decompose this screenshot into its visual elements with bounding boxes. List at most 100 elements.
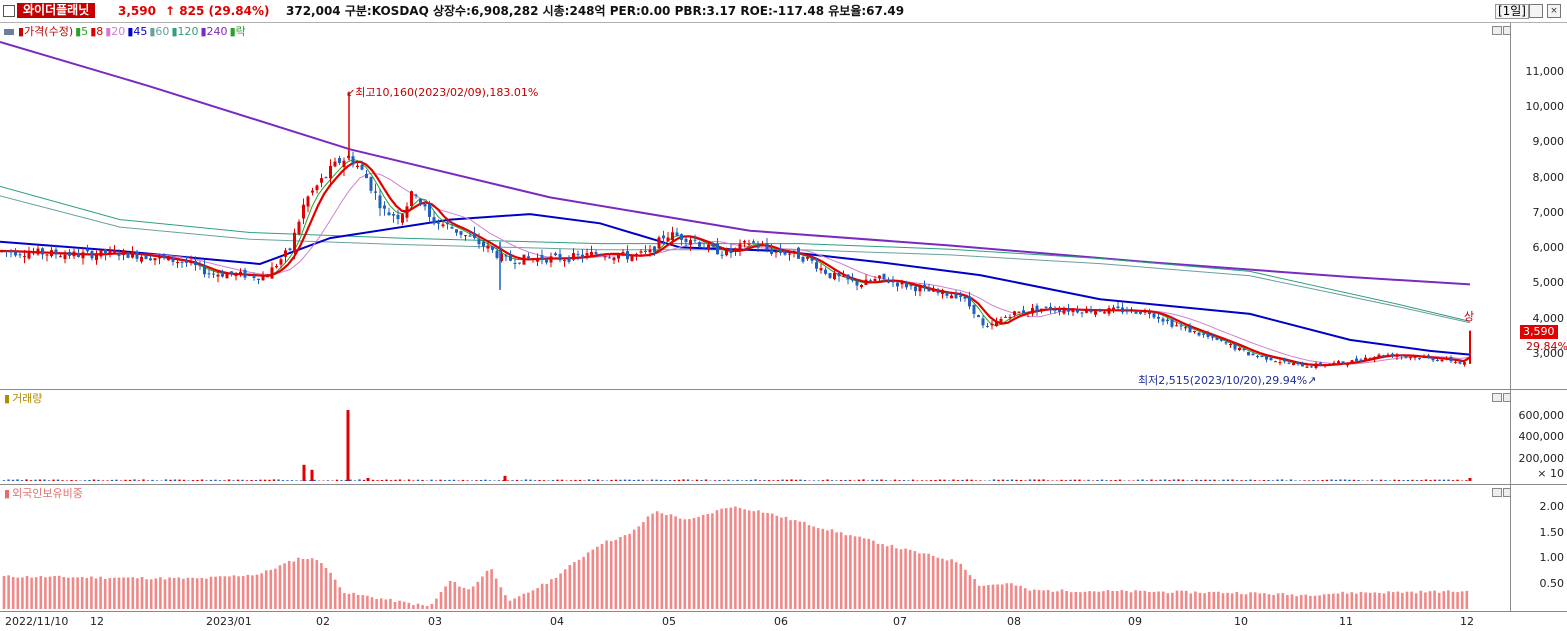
volume-bar (444, 480, 446, 481)
legend-item[interactable]: ▮45 (127, 25, 147, 38)
legend-item[interactable]: ▮락 (230, 25, 246, 38)
foreign-ratio-bar (150, 579, 153, 609)
foreign-ratio-bar (964, 570, 967, 609)
volume-bar (277, 480, 279, 482)
volume-bar (1425, 480, 1427, 482)
legend-item[interactable]: ▮240 (201, 25, 228, 38)
candle-body (226, 274, 229, 278)
foreign-ratio-bar (187, 578, 190, 609)
candle-body (712, 243, 715, 246)
foreign-ratio-bar (794, 520, 797, 609)
volume-bar (552, 480, 554, 481)
price-chart-panel[interactable]: ▮가격(수정)▮5▮8▮20▮45▮60▮120▮240▮락 11,000 10… (0, 23, 1567, 390)
foreign-ratio-bar (1355, 594, 1358, 609)
foreign-ratio-bar (1309, 596, 1312, 609)
foreign-ratio-bar (1093, 591, 1096, 609)
candle-body (1036, 306, 1039, 312)
candle-body (937, 292, 940, 293)
foreign-ratio-bar (950, 559, 953, 609)
volume-bar (1209, 480, 1211, 481)
candle-body (698, 242, 701, 247)
candle-body (37, 249, 40, 255)
foreign-ratio-bar (104, 579, 107, 609)
candle-body (338, 158, 341, 163)
volume-bar (453, 480, 455, 481)
close-button[interactable]: × (1547, 4, 1561, 18)
candle-body (1400, 355, 1403, 357)
candle-body (1, 251, 4, 252)
volume-bar (1407, 480, 1409, 481)
candle-body (653, 247, 656, 252)
candle-body (64, 255, 67, 259)
panel-max-button[interactable] (1492, 488, 1502, 497)
period-selector[interactable]: [1일] (1495, 4, 1529, 19)
foreign-ratio-bar (329, 573, 332, 609)
legend-item[interactable]: ▮20 (105, 25, 125, 38)
volume-bar (138, 480, 140, 481)
foreign-ratio-bar (81, 577, 84, 609)
legend-item[interactable]: ▮120 (171, 25, 198, 38)
stock-header: 와이더플래닛 3,590 ↑ 825 (29.84%) 372,004 구분:K… (0, 0, 1567, 23)
volume-bar (556, 480, 558, 481)
candle-body (1346, 364, 1349, 365)
foreign-ratio-bar (992, 585, 995, 609)
volume-bar (768, 480, 770, 481)
volume-bar (1398, 480, 1400, 481)
foreign-ratio-bar (168, 578, 171, 610)
volume-bar (187, 481, 189, 482)
candle-body (127, 252, 130, 258)
select-checkbox[interactable] (3, 5, 15, 17)
volume-bar (1110, 480, 1112, 481)
foreign-ratio-bar (881, 544, 884, 609)
foreign-ratio-bar (858, 537, 861, 609)
candle-body (1022, 310, 1025, 313)
volume-bar (930, 480, 932, 481)
foreign-ratio-bar (1167, 593, 1170, 609)
foreign-ratio-bar (242, 576, 245, 609)
legend-item[interactable]: ▮60 (149, 25, 169, 38)
ma8-line (0, 162, 1470, 365)
candle-body (91, 251, 94, 258)
legend-item[interactable]: ▮5 (75, 25, 88, 38)
volume-bar (376, 480, 378, 481)
volume-bar (435, 481, 437, 482)
candle-body (199, 265, 202, 266)
candle-body (1238, 348, 1241, 350)
window-button[interactable] (1529, 4, 1543, 18)
candle-body (1103, 312, 1106, 313)
volume-bar (390, 480, 392, 481)
legend-item[interactable]: ▮가격(수정) (18, 25, 73, 38)
foreign-ratio-bar (1263, 593, 1266, 609)
candle-body (1013, 311, 1016, 315)
candle-body (1117, 307, 1120, 309)
volume-bar (241, 480, 243, 481)
volume-bar (165, 479, 167, 481)
volume-bar (84, 480, 86, 481)
candle-body (1351, 360, 1354, 363)
legend-item[interactable]: ▮8 (90, 25, 103, 38)
candle-body (1324, 365, 1327, 366)
foreign-ratio-bar (1383, 593, 1386, 609)
foreign-ratio-bar (1047, 590, 1050, 609)
candle-body (41, 248, 44, 254)
volume-bar (480, 480, 482, 481)
stock-name[interactable]: 와이더플래닛 (17, 3, 95, 18)
foreign-ratio-bar (412, 605, 415, 609)
foreign-ownership-panel[interactable]: ▮외국인보유비중 2.00 1.50 1.00 0.50 (0, 485, 1567, 611)
y-tick: 4,000 (1533, 313, 1565, 325)
foreign-ratio-bar (536, 588, 539, 609)
volume-panel[interactable]: ▮거래량 600,000 400,000 200,000 × 10 (0, 390, 1567, 485)
foreign-ratio-bar (141, 577, 144, 609)
candle-body (212, 274, 215, 275)
volume-bar (1290, 480, 1292, 482)
foreign-ratio-bar (868, 539, 871, 609)
volume-bar (88, 480, 90, 481)
volume-bar (1218, 481, 1220, 482)
panel-max-button[interactable] (1492, 393, 1502, 402)
panel-max-button[interactable] (1492, 26, 1502, 35)
volume-bar (583, 481, 585, 482)
foreign-ratio-bar (1148, 592, 1151, 609)
candle-body (779, 249, 782, 253)
foreign-ratio-bar (1245, 594, 1248, 609)
candle-body (217, 275, 220, 277)
